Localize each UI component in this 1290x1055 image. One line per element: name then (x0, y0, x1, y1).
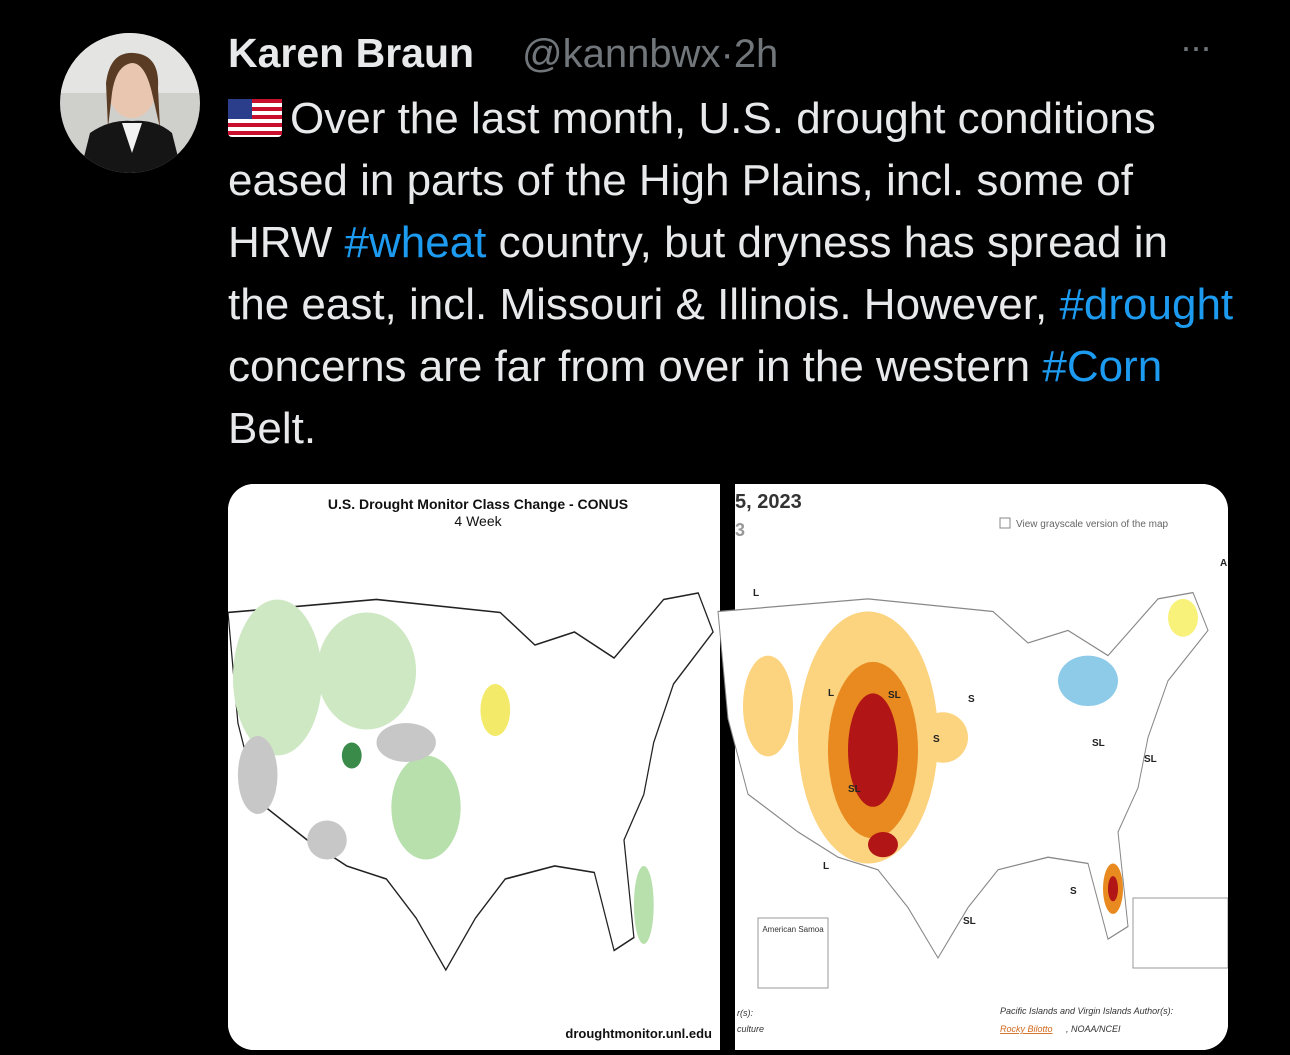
more-menu[interactable]: ··· (1180, 26, 1212, 67)
text: concerns are far from over in the wester… (228, 342, 1043, 391)
footer-text: , NOAA/NCEI (1066, 1024, 1121, 1034)
media[interactable]: U.S. Drought Monitor Class Change - CONU… (228, 484, 1228, 1050)
map-date-sub: 3 (735, 520, 745, 540)
inset (1132, 897, 1228, 969)
map-title: U.S. Drought Monitor Class Change - CONU… (328, 496, 628, 512)
map-label: L (828, 688, 834, 699)
hashtag[interactable]: #Corn (1042, 342, 1163, 391)
inset (757, 917, 829, 989)
footer-text: r(s): (737, 1008, 753, 1018)
text: Over the last month, U.S. drought condit… (228, 94, 1156, 267)
map-label: SL (888, 690, 901, 701)
map-label: S (968, 694, 975, 705)
map-label: L (753, 588, 759, 599)
text: country, but dryness has spread in the e… (228, 218, 1168, 329)
hashtag[interactable]: #wheat (344, 218, 487, 267)
map-date: 5, 2023 (735, 491, 802, 513)
map-label: A (1220, 558, 1227, 569)
map-label: S (933, 734, 940, 745)
footer-text: culture (737, 1024, 764, 1034)
checkbox-label[interactable]: View grayscale version of the map (1016, 519, 1169, 530)
author-link[interactable]: Rocky Bilotto (1000, 1024, 1053, 1034)
map-label: L (823, 861, 829, 872)
map-left (228, 593, 713, 970)
media-images: U.S. Drought Monitor Class Change - CONU… (228, 484, 1228, 1050)
hashtag[interactable]: #drought (1059, 280, 1234, 329)
separator: · (720, 32, 734, 76)
flag-emoji (228, 99, 282, 137)
text: Belt. (228, 404, 317, 453)
map-source: droughtmonitor.unl.edu (565, 1026, 712, 1041)
map-label: SL (963, 916, 976, 927)
avatar[interactable] (60, 33, 200, 173)
footer-text: Pacific Islands and Virgin Islands Autho… (1000, 1006, 1174, 1016)
author-name[interactable]: Karen Braun (228, 30, 475, 76)
author-meta: @kannbwx·2h (522, 32, 778, 77)
timestamp[interactable]: 2h (733, 32, 779, 76)
map-right (718, 593, 1208, 958)
map-subtitle: 4 Week (454, 513, 502, 529)
map-label: SL (1092, 738, 1105, 749)
handle[interactable]: @kannbwx (522, 32, 721, 76)
map-label: SL (848, 784, 861, 795)
checkbox[interactable] (999, 517, 1011, 529)
inset-label: American Samoa (762, 925, 824, 934)
tweet-text: Over the last month, U.S. drought condit… (228, 88, 1238, 460)
map-label: SL (1144, 754, 1157, 765)
map-label: S (1070, 886, 1077, 897)
